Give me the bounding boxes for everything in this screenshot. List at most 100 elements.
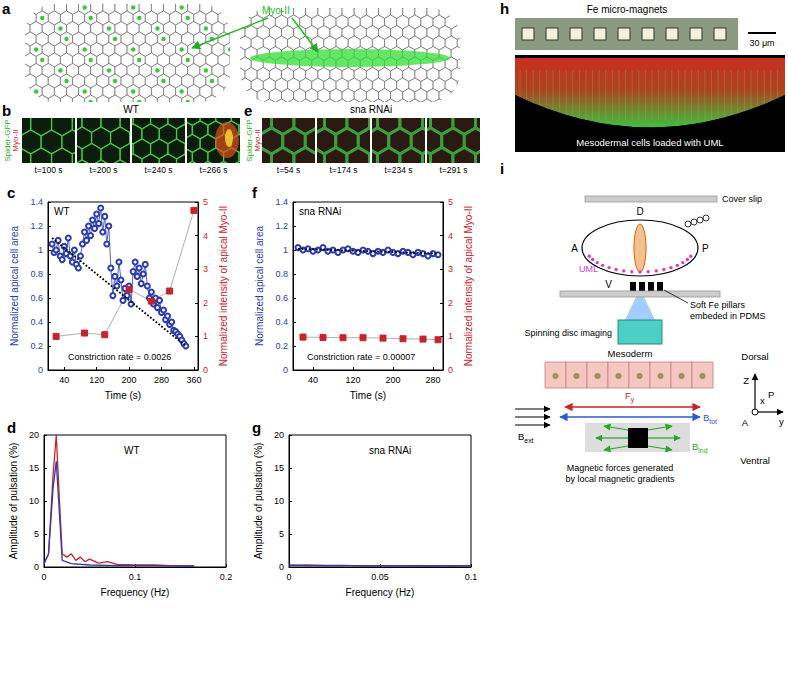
svg-text:Frequency (Hz): Frequency (Hz) xyxy=(346,587,415,598)
svg-text:10: 10 xyxy=(274,496,284,506)
svg-text:5: 5 xyxy=(203,197,208,207)
svg-text:Fy: Fy xyxy=(625,390,635,404)
svg-text:Btot: Btot xyxy=(703,412,717,425)
svg-text:15: 15 xyxy=(29,463,39,473)
svg-text:Bext: Bext xyxy=(518,431,534,444)
svg-text:1.2: 1.2 xyxy=(30,221,43,231)
svg-text:V: V xyxy=(605,279,612,290)
svg-text:A: A xyxy=(742,417,749,428)
svg-text:t=100 s: t=100 s xyxy=(34,165,62,175)
svg-text:sna RNAi: sna RNAi xyxy=(369,445,411,456)
svg-text:t=200 s: t=200 s xyxy=(89,165,117,175)
svg-text:0.4: 0.4 xyxy=(275,317,288,327)
svg-text:t=174 s: t=174 s xyxy=(329,165,357,175)
svg-text:0: 0 xyxy=(34,562,39,572)
svg-text:Amplitude of pulsation (%): Amplitude of pulsation (%) xyxy=(253,443,264,560)
svg-text:Bind: Bind xyxy=(692,441,708,454)
svg-text:0.8: 0.8 xyxy=(275,269,288,279)
svg-text:5: 5 xyxy=(279,529,284,539)
svg-text:a: a xyxy=(2,0,11,17)
svg-text:Myo-II: Myo-II xyxy=(262,5,290,16)
svg-text:embeded in PDMS: embeded in PDMS xyxy=(690,311,766,321)
svg-text:e: e xyxy=(244,102,252,119)
svg-text:120: 120 xyxy=(345,375,360,385)
svg-text:0: 0 xyxy=(283,365,288,375)
svg-text:Time (s): Time (s) xyxy=(350,390,386,401)
svg-text:1: 1 xyxy=(203,331,208,341)
svg-text:Z: Z xyxy=(743,375,749,386)
svg-text:by local magnetic gradients: by local magnetic gradients xyxy=(565,474,675,484)
svg-text:4: 4 xyxy=(203,231,208,241)
svg-text:Soft Fe pillars: Soft Fe pillars xyxy=(690,300,746,310)
svg-text:t=54 s: t=54 s xyxy=(277,165,300,175)
svg-text:Fe micro-magnets: Fe micro-magnets xyxy=(587,4,668,15)
svg-text:Cover slip: Cover slip xyxy=(722,194,762,204)
svg-text:Spinning disc imaging: Spinning disc imaging xyxy=(524,328,612,338)
svg-text:40: 40 xyxy=(308,375,318,385)
svg-text:0.6: 0.6 xyxy=(275,293,288,303)
svg-text:Dorsal: Dorsal xyxy=(741,351,768,362)
svg-text:0.2: 0.2 xyxy=(220,572,233,582)
svg-text:2: 2 xyxy=(203,298,208,308)
svg-text:Frequency (Hz): Frequency (Hz) xyxy=(101,587,170,598)
svg-text:2: 2 xyxy=(448,298,453,308)
svg-text:1: 1 xyxy=(283,245,288,255)
svg-text:Constriction rate = 0.0026: Constriction rate = 0.0026 xyxy=(68,352,171,362)
svg-text:D: D xyxy=(636,206,643,217)
svg-text:Myo-II: Myo-II xyxy=(11,129,20,151)
svg-text:h: h xyxy=(500,0,509,17)
svg-text:P: P xyxy=(702,243,709,254)
svg-text:120: 120 xyxy=(89,375,104,385)
svg-text:1.4: 1.4 xyxy=(275,197,288,207)
svg-text:20: 20 xyxy=(29,430,39,440)
svg-text:0: 0 xyxy=(41,572,46,582)
svg-text:Normalized intensity of apical: Normalized intensity of apical Myo-II xyxy=(218,206,229,367)
svg-text:b: b xyxy=(2,102,11,119)
svg-text:Constriction rate = 0.00007: Constriction rate = 0.00007 xyxy=(307,352,415,362)
svg-text:200: 200 xyxy=(122,375,137,385)
svg-text:0.05: 0.05 xyxy=(371,572,389,582)
svg-text:280: 280 xyxy=(425,375,440,385)
svg-text:g: g xyxy=(252,419,261,436)
svg-text:3: 3 xyxy=(448,264,453,274)
svg-text:Normalized apical cell area: Normalized apical cell area xyxy=(9,226,20,346)
svg-text:280: 280 xyxy=(154,375,169,385)
svg-text:Amplitude of pulsation (%): Amplitude of pulsation (%) xyxy=(8,443,19,560)
svg-text:i: i xyxy=(500,160,504,177)
svg-text:sna RNAi: sna RNAi xyxy=(350,104,392,115)
svg-text:1.2: 1.2 xyxy=(275,221,288,231)
svg-text:0: 0 xyxy=(286,572,291,582)
svg-text:5: 5 xyxy=(34,529,39,539)
svg-text:1: 1 xyxy=(448,331,453,341)
svg-text:10: 10 xyxy=(29,496,39,506)
svg-text:t=234 s: t=234 s xyxy=(384,165,412,175)
svg-text:0.6: 0.6 xyxy=(30,293,43,303)
svg-text:0.4: 0.4 xyxy=(30,317,43,327)
svg-text:Mesodermal cells loaded with U: Mesodermal cells loaded with UML xyxy=(576,137,723,148)
svg-text:3: 3 xyxy=(203,264,208,274)
svg-text:0.1: 0.1 xyxy=(465,572,478,582)
svg-text:0: 0 xyxy=(279,562,284,572)
svg-text:WT: WT xyxy=(123,104,139,115)
svg-text:0.1: 0.1 xyxy=(129,572,142,582)
svg-text:40: 40 xyxy=(59,375,69,385)
svg-text:t=291 s: t=291 s xyxy=(439,165,467,175)
svg-text:Mesoderm: Mesoderm xyxy=(608,348,653,359)
svg-text:WT: WT xyxy=(124,445,140,456)
svg-text:15: 15 xyxy=(274,463,284,473)
svg-text:1: 1 xyxy=(38,245,43,255)
svg-text:f: f xyxy=(252,184,258,201)
svg-text:y: y xyxy=(779,416,784,427)
svg-text:t=266 s: t=266 s xyxy=(199,165,227,175)
svg-text:WT: WT xyxy=(54,206,70,217)
svg-text:0.2: 0.2 xyxy=(275,341,288,351)
svg-text:t=240 s: t=240 s xyxy=(144,165,172,175)
svg-text:Ventral: Ventral xyxy=(740,455,770,466)
svg-text:4: 4 xyxy=(448,231,453,241)
svg-text:5: 5 xyxy=(448,197,453,207)
svg-text:0.8: 0.8 xyxy=(30,269,43,279)
svg-text:Magnetic forces generated: Magnetic forces generated xyxy=(567,463,674,473)
svg-text:Normalized apical cell area: Normalized apical cell area xyxy=(254,226,265,346)
svg-text:c: c xyxy=(7,184,15,201)
svg-text:x: x xyxy=(760,395,765,406)
